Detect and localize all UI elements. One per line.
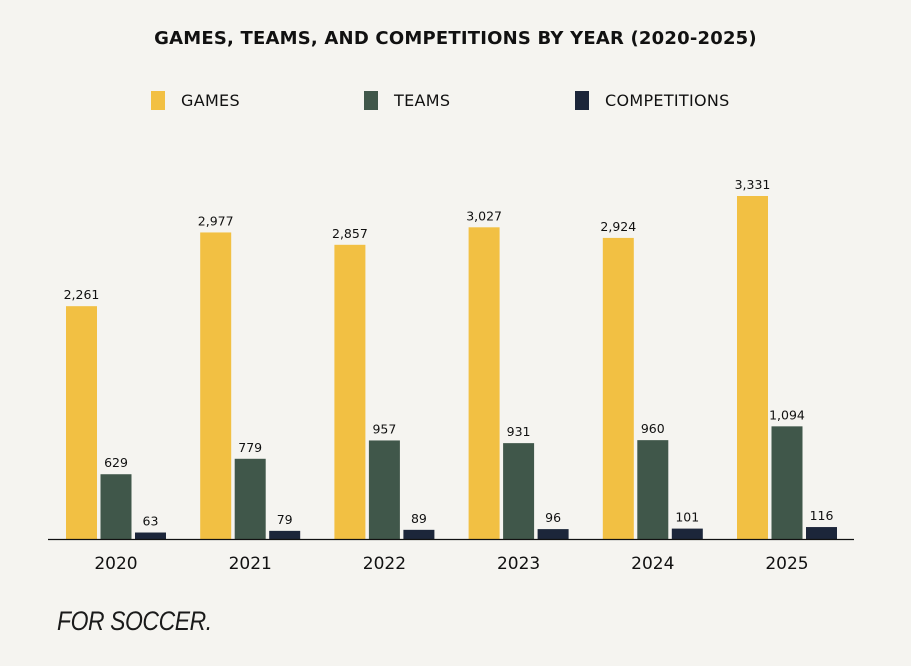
data-label-games-2022: 2,857: [332, 226, 368, 241]
data-label-teams-2020: 629: [104, 455, 128, 470]
chart-title: GAMES, TEAMS, AND COMPETITIONS BY YEAR (…: [154, 28, 757, 49]
data-label-teams-2023: 931: [507, 424, 531, 439]
bar-games-2023: [468, 227, 500, 539]
chart-legend: GAMES TEAMS COMPETITIONS: [0, 90, 911, 110]
legend-label-games: GAMES: [181, 90, 240, 110]
legend-item-competitions: COMPETITIONS: [575, 90, 730, 110]
bar-competitions-2020: [135, 532, 166, 539]
bar-teams-2020: [100, 474, 132, 539]
data-label-teams-2024: 960: [641, 421, 665, 436]
bar-teams-2025: [771, 426, 803, 539]
data-label-competitions-2021: 79: [277, 512, 293, 527]
x-tick-label-2024: 2024: [631, 554, 674, 574]
bar-games-2025: [737, 196, 768, 539]
bar-competitions-2025: [806, 527, 837, 539]
x-tick-label-2025: 2025: [765, 554, 808, 574]
bar-games-2020: [66, 306, 97, 539]
legend-item-games: GAMES: [151, 90, 240, 110]
x-tick-label-2021: 2021: [229, 554, 272, 574]
data-label-teams-2021: 779: [238, 440, 262, 455]
data-label-competitions-2025: 116: [810, 508, 834, 523]
bar-teams-2022: [368, 440, 400, 539]
bar-competitions-2022: [403, 529, 435, 539]
legend-swatch-games: [151, 90, 165, 110]
x-tick-label-2022: 2022: [363, 554, 406, 574]
bar-teams-2024: [637, 440, 669, 539]
bar-competitions-2021: [269, 530, 301, 539]
data-label-games-2020: 2,261: [64, 287, 100, 302]
bar-competitions-2023: [537, 529, 569, 539]
data-label-teams-2022: 957: [372, 421, 396, 436]
data-label-games-2025: 3,331: [735, 177, 771, 192]
legend-label-teams: TEAMS: [394, 90, 451, 110]
legend-label-competitions: COMPETITIONS: [605, 90, 730, 110]
data-label-competitions-2023: 96: [545, 510, 561, 525]
data-label-competitions-2024: 101: [675, 510, 699, 525]
data-label-games-2021: 2,977: [198, 213, 234, 228]
x-tick-label-2023: 2023: [497, 554, 540, 574]
bar-games-2022: [334, 244, 366, 539]
data-label-games-2024: 2,924: [600, 219, 636, 234]
legend-item-teams: TEAMS: [364, 90, 450, 110]
legend-swatch-teams: [364, 90, 378, 110]
bar-games-2024: [602, 237, 634, 539]
bar-teams-2021: [234, 458, 266, 539]
bar-teams-2023: [503, 443, 535, 539]
brand-logo: FOR SOCCER.: [57, 606, 212, 636]
data-label-games-2023: 3,027: [466, 208, 502, 223]
data-label-competitions-2020: 63: [143, 514, 159, 529]
data-label-teams-2025: 1,094: [769, 407, 805, 422]
x-tick-label-2020: 2020: [94, 554, 137, 574]
data-label-competitions-2022: 89: [411, 511, 427, 526]
legend-swatch-competitions: [575, 90, 589, 110]
bar-competitions-2024: [671, 528, 703, 539]
bar-games-2021: [200, 232, 232, 539]
